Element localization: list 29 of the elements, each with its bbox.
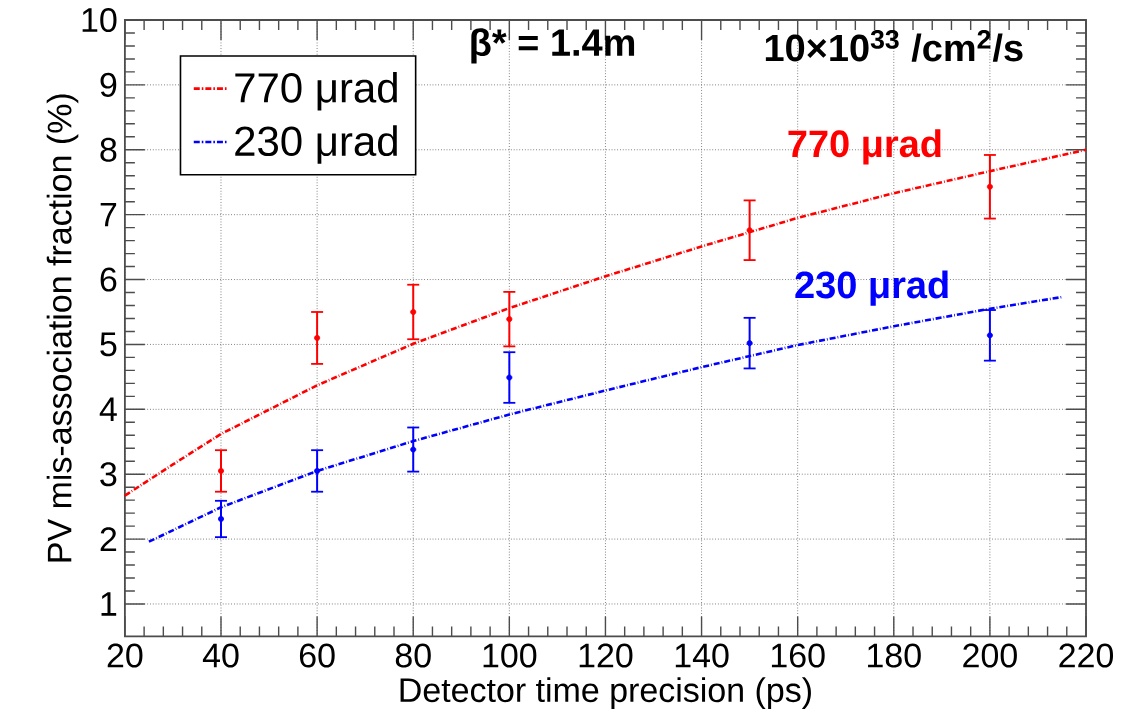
y-tick-label: 3 (100, 462, 117, 487)
x-tick-label: 220 (1059, 643, 1114, 668)
legend-label: 230 μrad (235, 125, 397, 164)
annotation: 10×10$^{33}$ /cm$^{2}$/s (765, 29, 1023, 62)
y-tick-label: 9 (100, 72, 117, 97)
x-tick-label: 80 (395, 643, 431, 668)
y-tick-label: 5 (100, 332, 117, 357)
legend-label: 770 μrad (235, 71, 397, 111)
y-tick-label: 8 (100, 137, 117, 162)
x-tick-label: 200 (963, 643, 1017, 668)
annotation: 770 μrad (788, 129, 941, 165)
y-axis-title: PV mis-association fraction (%) (46, 94, 79, 562)
y-tick-label: 2 (100, 527, 117, 551)
y-tick-label: 6 (100, 267, 117, 292)
x-tick-label: 60 (299, 643, 335, 668)
y-tick-label: 10 (82, 7, 117, 32)
x-tick-label: 100 (483, 643, 537, 668)
x-tick-label: 20 (107, 643, 143, 668)
x-tick-label: 180 (868, 643, 921, 668)
x-axis-title: Detector time precision (ps) (400, 677, 811, 709)
x-tick-label: 120 (579, 643, 633, 668)
x-tick-label: 140 (675, 643, 729, 668)
y-tick-label: 7 (100, 202, 117, 227)
x-tick-label: 160 (771, 643, 825, 668)
annotation: β* = 1.4m (471, 28, 635, 64)
y-tick-label: 4 (99, 397, 117, 421)
y-tick-label: 1 (101, 592, 117, 616)
annotation: 230 μrad (795, 270, 948, 306)
x-tick-label: 40 (202, 643, 239, 668)
